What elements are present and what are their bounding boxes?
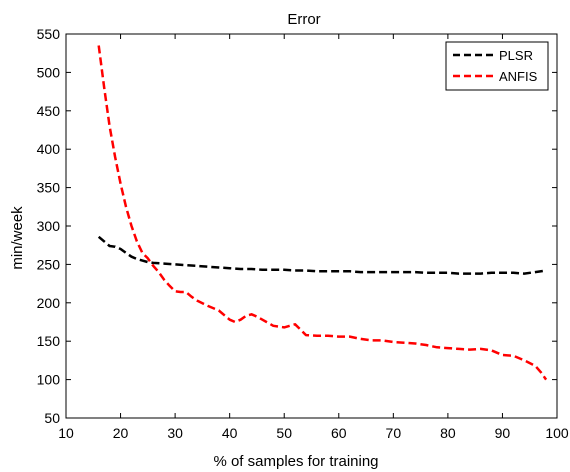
x-tick-label: 30: [167, 425, 183, 441]
x-tick-label: 20: [113, 425, 129, 441]
y-tick-label: 150: [37, 333, 61, 349]
y-tick-label: 100: [37, 372, 61, 388]
y-tick-label: 400: [37, 141, 61, 157]
legend-label-anfis: ANFIS: [499, 69, 538, 84]
y-tick-label: 300: [37, 218, 61, 234]
legend: PLSR ANFIS: [445, 41, 549, 91]
x-tick-label: 90: [495, 425, 511, 441]
series-line-anfis: [97, 45, 548, 381]
x-tick-label: 10: [58, 425, 74, 441]
y-tick-label: 550: [37, 26, 61, 42]
y-tick-label: 250: [37, 256, 61, 272]
y-tick-label: 500: [37, 64, 61, 80]
x-tick-label: 80: [440, 425, 456, 441]
series-line-plsr: [97, 235, 547, 275]
x-tick-label: 40: [222, 425, 238, 441]
plot-frame: [65, 33, 558, 419]
legend-box: [445, 41, 549, 91]
chart-title: Error: [287, 11, 320, 28]
y-tick-label: 50: [44, 410, 60, 426]
x-tick-label: 50: [276, 425, 292, 441]
legend-label-plsr: PLSR: [499, 48, 533, 63]
y-tick-label: 450: [37, 103, 61, 119]
x-tick-label: 100: [545, 425, 569, 441]
y-axis-title: min/week: [9, 206, 26, 270]
x-tick-label: 70: [386, 425, 402, 441]
y-tick-label: 350: [37, 180, 61, 196]
x-axis-title: % of samples for training: [213, 453, 378, 470]
x-tick-label: 60: [331, 425, 347, 441]
y-tick-label: 200: [37, 295, 61, 311]
plot-area: 10 20 30 40 50 60 70 80 90 100 50 100 150 200 250 300 35…: [37, 26, 569, 441]
